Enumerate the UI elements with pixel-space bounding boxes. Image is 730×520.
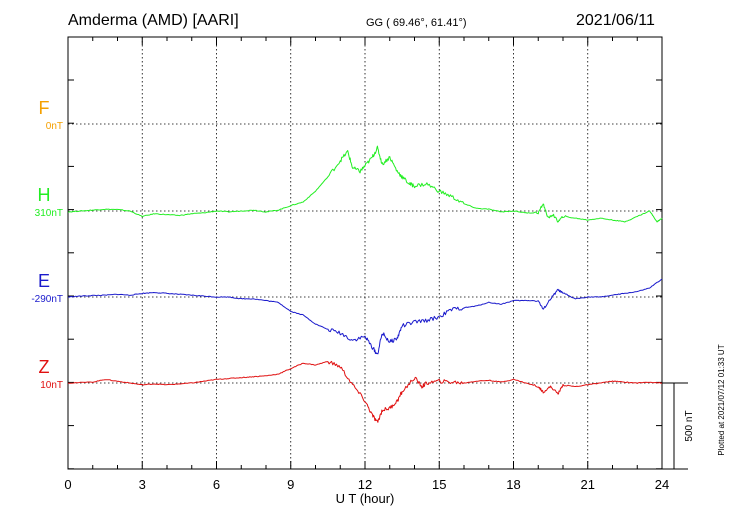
series-name-h: H <box>38 185 51 205</box>
x-tick-label: 12 <box>358 477 372 492</box>
scale-bar <box>662 382 688 470</box>
x-tick-label: 21 <box>581 477 595 492</box>
series-group <box>67 145 663 423</box>
date-label: 2021/06/11 <box>576 12 655 29</box>
grid-lines <box>68 37 662 469</box>
series-line-h <box>67 145 663 223</box>
x-tick-label: 0 <box>64 477 71 492</box>
x-tick-label: 18 <box>506 477 520 492</box>
axis-ticks: 0 3 6 9 12 15 18 21 24 <box>64 37 669 492</box>
x-tick-label: 9 <box>287 477 294 492</box>
station-title: Amderma (AMD) [AARI] <box>68 12 239 29</box>
series-baseline-z: 10nT <box>40 380 63 391</box>
x-tick-label: 24 <box>655 477 669 492</box>
x-axis-label: U T (hour) <box>336 491 395 506</box>
series-baseline-h: 310nT <box>35 208 63 219</box>
series-name-z: Z <box>39 357 50 377</box>
series-baseline-e: -290nT <box>31 294 63 305</box>
x-tick-label: 6 <box>213 477 220 492</box>
scale-bar-label: 500 nT <box>684 410 695 441</box>
x-tick-label: 15 <box>432 477 446 492</box>
plotted-at-note: Plotted at 2021/07/12 01:33 UT <box>717 344 726 455</box>
series-line-z <box>67 360 663 423</box>
series-name-f: F <box>39 98 50 118</box>
coordinates-label: GG ( 69.46°, 61.41°) <box>366 17 467 29</box>
series-name-e: E <box>38 271 50 291</box>
x-tick-label: 3 <box>139 477 146 492</box>
series-baseline-f: 0nT <box>46 121 63 132</box>
series-labels: F 0nT H 310nT E -290nT Z 10nT <box>31 98 63 391</box>
series-line-e <box>67 278 663 355</box>
